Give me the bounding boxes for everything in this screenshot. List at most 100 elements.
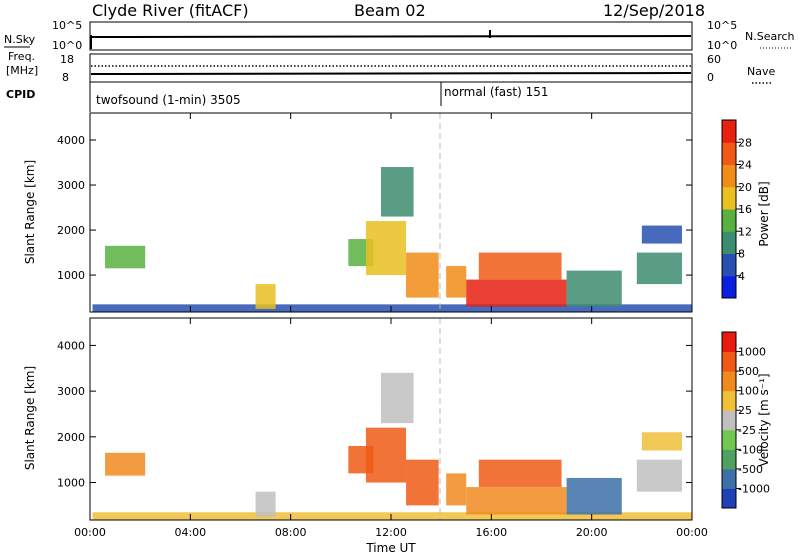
power-range-tick-label-4: 4000 bbox=[57, 134, 85, 147]
velocity-scale-tick-4: 25 bbox=[738, 404, 752, 417]
cpid-panel: CPID twofsound (1-min) 3505 normal (fast… bbox=[6, 82, 693, 112]
power-swatch-6 bbox=[722, 164, 736, 188]
power-scale-tick-1: 4 bbox=[738, 270, 745, 283]
freq-tick-high: 18 bbox=[60, 53, 74, 66]
freq-panel: Freq. [MHz] 18 8 60 0 Nave bbox=[6, 50, 775, 84]
freq-label-line2: [MHz] bbox=[6, 64, 38, 77]
velocity-region-1 bbox=[92, 512, 693, 520]
velocity-scale-label: Velocity [m s⁻¹] bbox=[757, 373, 771, 466]
velocity-swatch-2 bbox=[722, 468, 736, 489]
power-swatch-8 bbox=[722, 120, 736, 143]
power-scale-tick-3: 12 bbox=[738, 225, 752, 238]
velocity-swatch-4 bbox=[722, 429, 736, 450]
time-axis-ticks: 00:00 04:00 08:00 12:00 16:00 20:00 00:00 bbox=[74, 113, 708, 539]
velocity-panel: 1000 2000 3000 4000 Slant Range [km] bbox=[23, 317, 693, 521]
power-scale-label: Power [dB] bbox=[757, 181, 771, 246]
velocity-data-marks bbox=[92, 372, 693, 520]
velocity-range-tick-label-4: 4000 bbox=[57, 339, 85, 352]
power-swatch-2 bbox=[722, 253, 736, 277]
velocity-range-axis-label: Slant Range [km] bbox=[23, 366, 37, 470]
nsky-label: N.Sky bbox=[4, 33, 36, 46]
power-scale-tick-5: 20 bbox=[738, 181, 752, 194]
velocity-scale-tick-7: -500 bbox=[738, 463, 763, 476]
power-region-11 bbox=[566, 270, 622, 307]
velocity-region-8 bbox=[446, 473, 467, 506]
velocity-range-ticks: 1000 2000 3000 4000 bbox=[57, 339, 692, 490]
nave-tick-low: 0 bbox=[707, 71, 714, 84]
velocity-scale-tick-3: 100 bbox=[738, 385, 759, 398]
time-tick-label-4: 12:00 bbox=[375, 526, 407, 539]
time-axis-label: Time UT bbox=[365, 541, 416, 554]
power-region-3 bbox=[255, 284, 276, 309]
cpid-segment-2: normal (fast) 151 bbox=[444, 85, 548, 99]
count-tick-low-left: 10^0 bbox=[52, 39, 82, 52]
freq-label-line1: Freq. bbox=[8, 50, 35, 63]
velocity-scale-tick-1: 1000 bbox=[738, 346, 766, 359]
cpid-segment-1: twofsound (1-min) 3505 bbox=[96, 93, 241, 107]
power-panel: 1000 2000 3000 4000 Slant Range [km] bbox=[23, 112, 693, 313]
power-region-10 bbox=[478, 252, 562, 280]
velocity-range-tick-label-1: 1000 bbox=[57, 477, 85, 490]
velocity-swatch-7 bbox=[722, 371, 736, 392]
power-range-axis-label: Slant Range [km] bbox=[23, 160, 37, 264]
nave-tick-high: 60 bbox=[707, 53, 721, 66]
nsearch-label: N.Search bbox=[745, 30, 795, 43]
velocity-region-11 bbox=[566, 477, 622, 515]
velocity-scale-tick-2: 500 bbox=[738, 365, 759, 378]
velocity-region-3 bbox=[255, 491, 276, 517]
freq-tick-low: 8 bbox=[62, 71, 69, 84]
time-tick-label-6: 20:00 bbox=[576, 526, 608, 539]
power-swatch-4 bbox=[722, 209, 736, 232]
power-swatch-5 bbox=[722, 186, 736, 210]
velocity-swatch-8 bbox=[722, 351, 736, 372]
power-region-8 bbox=[446, 266, 467, 298]
time-tick-label-2: 04:00 bbox=[174, 526, 206, 539]
count-tick-high-left: 10^5 bbox=[52, 19, 82, 32]
velocity-region-12 bbox=[636, 459, 682, 492]
velocity-region-9 bbox=[466, 487, 567, 515]
velocity-range-tick-label-3: 3000 bbox=[57, 385, 85, 398]
time-tick-label-3: 08:00 bbox=[275, 526, 307, 539]
power-colorbar: 4 8 12 16 20 24 28 bbox=[721, 119, 752, 299]
power-swatch-7 bbox=[722, 142, 736, 165]
count-tick-high-right: 10^5 bbox=[707, 19, 737, 32]
velocity-region-6 bbox=[380, 372, 414, 424]
velocity-scale-tick-5: -25 bbox=[738, 424, 756, 437]
velocity-scale-tick-6: -100 bbox=[738, 443, 763, 456]
velocity-swatch-9 bbox=[722, 332, 736, 353]
power-region-13 bbox=[641, 225, 682, 244]
power-range-tick-label-3: 3000 bbox=[57, 179, 85, 192]
power-scale-tick-2: 8 bbox=[738, 248, 745, 261]
date-title: 12/Sep/2018 bbox=[603, 1, 705, 20]
station-title: Clyde River (fitACF) bbox=[92, 1, 249, 20]
time-tick-label-7: 00:00 bbox=[676, 526, 708, 539]
power-data-marks bbox=[92, 167, 693, 312]
power-region-12 bbox=[636, 252, 682, 285]
velocity-region-2 bbox=[105, 452, 146, 476]
power-swatch-3 bbox=[722, 231, 736, 254]
velocity-swatch-6 bbox=[722, 390, 736, 411]
power-swatch-1 bbox=[722, 275, 736, 299]
power-scale-tick-7: 28 bbox=[738, 136, 752, 149]
velocity-region-7 bbox=[406, 459, 439, 506]
power-range-ticks: 1000 2000 3000 4000 bbox=[57, 134, 692, 282]
velocity-colorbar: 1000 500 100 25 -25 -100 -500 -1000 bbox=[721, 331, 770, 509]
velocity-swatch-5 bbox=[722, 410, 736, 431]
count-tick-low-right: 10^0 bbox=[707, 39, 737, 52]
time-tick-label-5: 16:00 bbox=[475, 526, 507, 539]
nsky-panel: N.Sky 10^5 10^0 10^5 10^0 N.Search bbox=[4, 19, 795, 52]
velocity-swatch-3 bbox=[722, 449, 736, 470]
power-region-5 bbox=[365, 221, 407, 276]
power-scale-tick-4: 16 bbox=[738, 203, 752, 216]
velocity-region-13 bbox=[641, 432, 682, 451]
power-range-tick-label-2: 2000 bbox=[57, 224, 85, 237]
velocity-swatch-1 bbox=[722, 488, 736, 509]
power-region-7 bbox=[406, 252, 439, 298]
power-scale-tick-6: 24 bbox=[738, 159, 752, 172]
power-region-1 bbox=[92, 304, 693, 312]
power-region-6 bbox=[380, 167, 414, 217]
velocity-region-5 bbox=[365, 427, 407, 483]
cpid-label: CPID bbox=[6, 88, 35, 101]
velocity-region-10 bbox=[478, 459, 562, 488]
